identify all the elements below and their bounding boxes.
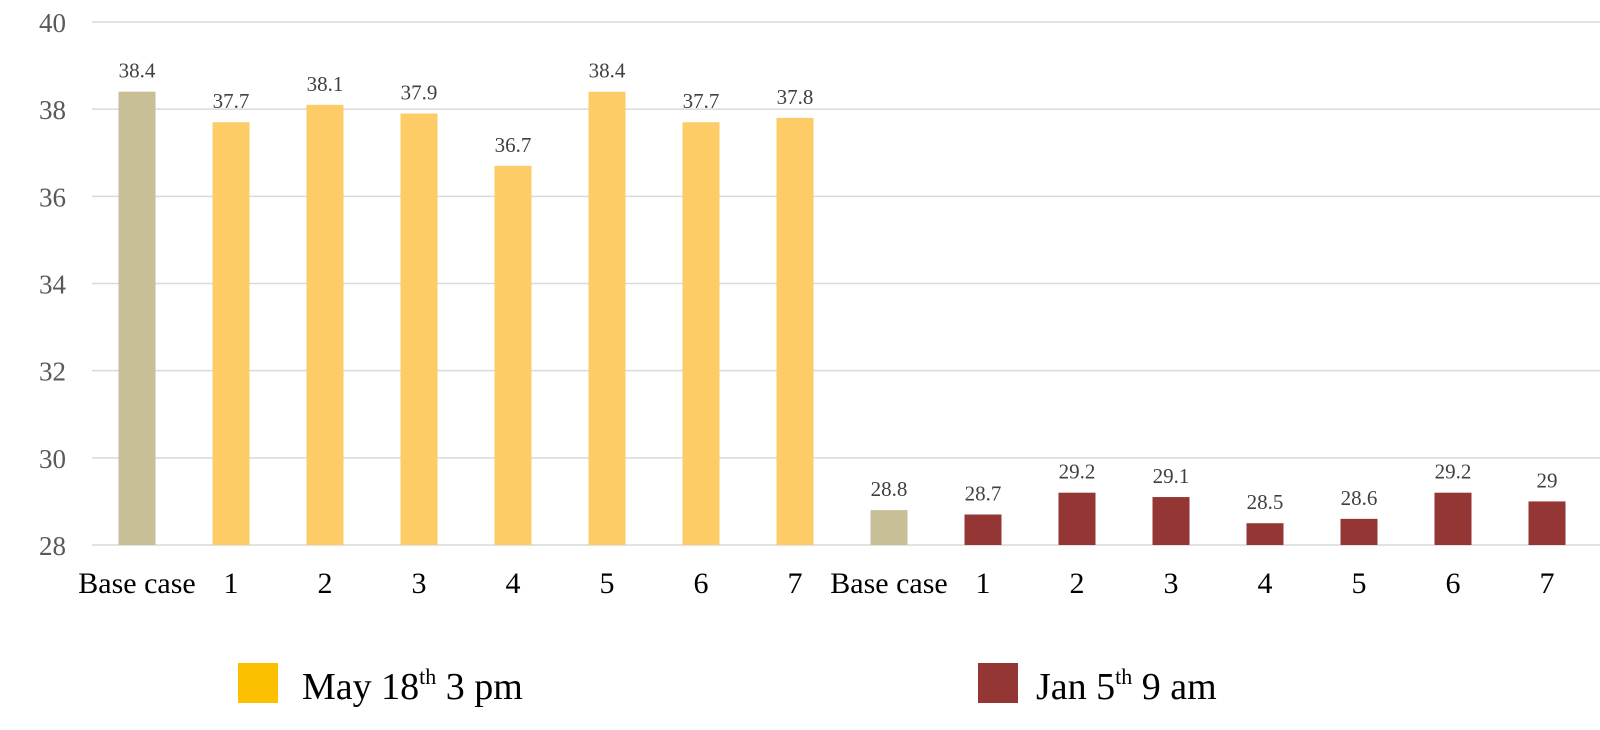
x-tick-label: 7 — [1540, 567, 1555, 600]
data-label: 29 — [1537, 468, 1558, 492]
data-label: 29.1 — [1153, 464, 1190, 488]
x-tick-label: 7 — [788, 567, 803, 600]
x-tick-label: 4 — [506, 567, 521, 600]
y-tick-label: 38 — [39, 95, 66, 125]
bar — [588, 91, 626, 545]
x-tick-label: 3 — [412, 567, 427, 600]
bar — [1434, 492, 1472, 545]
x-tick-label: 4 — [1258, 567, 1273, 600]
y-tick-label: 34 — [39, 270, 67, 300]
bar — [776, 117, 814, 545]
x-axis: Base case 1 2 3 4 5 6 7 Base case 1 2 3 4 5 6 7 — [78, 567, 1554, 600]
bar — [118, 91, 156, 545]
data-label: 29.2 — [1435, 460, 1472, 484]
data-label: 37.8 — [777, 85, 814, 109]
y-tick-label: 28 — [39, 531, 66, 561]
bar — [682, 122, 720, 545]
data-label: 28.7 — [965, 481, 1002, 505]
x-tick-label: 5 — [600, 567, 615, 600]
x-tick-label: Base case — [830, 567, 947, 600]
y-tick-label: 32 — [39, 357, 66, 387]
bar — [1246, 523, 1284, 545]
x-tick-label: Base case — [78, 567, 195, 600]
legend-swatch-jan — [978, 663, 1018, 703]
bars — [118, 91, 1566, 546]
bar — [964, 514, 1002, 545]
data-label: 36.7 — [495, 133, 532, 157]
data-label: 38.1 — [307, 72, 344, 96]
data-label: 28.5 — [1247, 490, 1284, 514]
legend-label-may: May 18th 3 pm — [302, 664, 523, 708]
y-tick-label: 30 — [39, 444, 66, 474]
bar — [870, 510, 908, 545]
y-tick-label: 36 — [39, 182, 66, 212]
y-tick-label: 40 — [39, 8, 66, 38]
data-label: 28.8 — [871, 477, 908, 501]
data-label: 28.6 — [1341, 486, 1378, 510]
bar — [1340, 518, 1378, 545]
bar — [212, 122, 250, 545]
bar — [494, 165, 532, 545]
x-tick-label: 2 — [1070, 567, 1085, 600]
data-label: 37.7 — [213, 89, 250, 113]
legend-swatch-may — [238, 663, 278, 703]
x-tick-label: 2 — [318, 567, 333, 600]
x-tick-label: 5 — [1352, 567, 1367, 600]
legend-label-jan: Jan 5th 9 am — [1036, 664, 1217, 708]
legend: May 18th 3 pm Jan 5th 9 am — [238, 663, 1217, 708]
data-label: 38.4 — [589, 59, 626, 83]
bar — [1528, 501, 1566, 545]
x-tick-label: 6 — [694, 567, 709, 600]
data-label: 29.2 — [1059, 460, 1096, 484]
data-label: 37.7 — [683, 89, 720, 113]
data-label: 38.4 — [119, 59, 156, 83]
y-axis: 28 30 32 34 36 38 40 — [39, 8, 67, 561]
data-label: 37.9 — [401, 81, 438, 105]
bar — [306, 104, 344, 545]
x-tick-label: 1 — [976, 567, 991, 600]
bar — [1152, 497, 1190, 545]
x-tick-label: 3 — [1164, 567, 1179, 600]
x-tick-label: 1 — [224, 567, 239, 600]
bar — [400, 113, 438, 546]
data-labels: 38.4 37.7 38.1 37.9 36.7 38.4 37.7 37.8 28.8 28.7… — [119, 59, 1558, 514]
x-tick-label: 6 — [1446, 567, 1461, 600]
bar — [1058, 492, 1096, 545]
